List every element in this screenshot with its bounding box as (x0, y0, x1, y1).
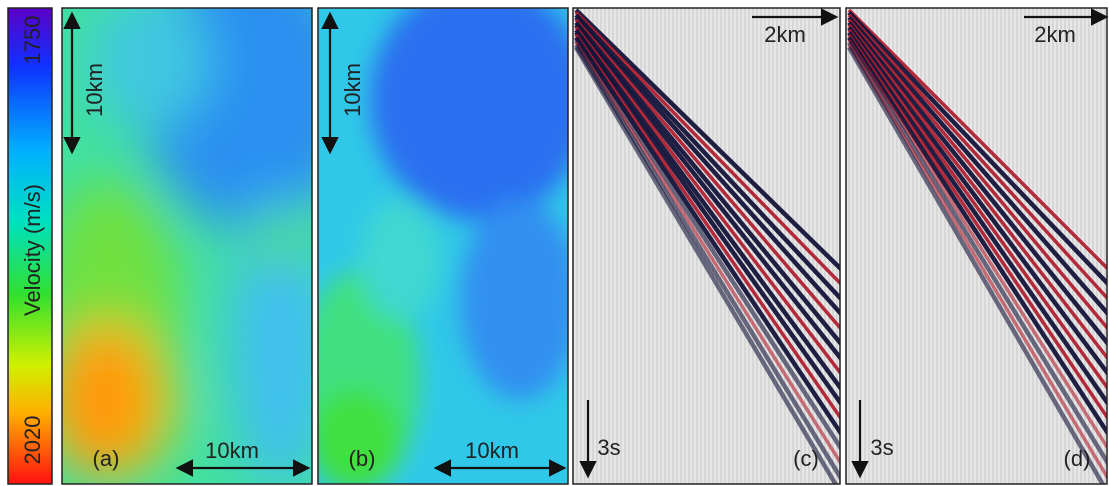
velocity-map-a (62, 8, 312, 484)
wavefront (847, 13, 1107, 301)
colorbar-bottom-label: 2020 (20, 416, 45, 465)
panel-label: (a) (93, 446, 120, 471)
wavefront (847, 41, 1107, 467)
panel-label: (c) (793, 446, 819, 471)
horizontal-scale: 2km (764, 22, 806, 47)
horizontal-scale: 10km (465, 438, 519, 463)
seismogram-d (846, 8, 1107, 484)
time-scale: 3s (870, 435, 893, 460)
wavefront (847, 39, 1107, 451)
wavefront (574, 46, 839, 484)
wavefront (574, 26, 840, 376)
wavefront (847, 46, 1106, 484)
wavefront (574, 43, 840, 482)
seismogram-c (573, 8, 840, 484)
vertical-scale: 10km (340, 63, 365, 117)
panel-label: (d) (1064, 446, 1091, 471)
wavefront (574, 11, 840, 286)
wavefront (847, 36, 1107, 437)
wavefront (574, 13, 840, 302)
horizontal-scale: 2km (1034, 22, 1076, 47)
wavefront (574, 36, 840, 437)
wavefront (847, 18, 1107, 331)
wavefront (847, 23, 1107, 361)
vertical-scale: 10km (82, 63, 107, 117)
wavefront (847, 10, 1107, 287)
wavefront (847, 16, 1107, 317)
wavefront (847, 34, 1107, 421)
wavefront (574, 8, 840, 272)
wavefront (574, 31, 840, 407)
wavefront (847, 31, 1107, 407)
wavefront (574, 28, 840, 392)
wavefront (574, 21, 840, 347)
colorbar (7, 7, 53, 485)
horizontal-scale: 10km (205, 438, 259, 463)
wavefront (847, 26, 1107, 377)
wavefront (847, 21, 1107, 347)
wavefront (574, 16, 840, 317)
wavefront (574, 23, 840, 362)
wavefront (574, 18, 840, 331)
wavefront (847, 44, 1107, 481)
colorbar-title: Velocity (m/s) (20, 184, 45, 316)
colorbar-top-label: 1750 (20, 16, 45, 65)
wavefront (574, 41, 840, 466)
wavefront (574, 38, 840, 452)
wavefront (574, 34, 840, 421)
panel-label: (b) (349, 446, 376, 471)
wavefront (847, 8, 1107, 271)
velocity-map-b (318, 8, 568, 484)
time-scale: 3s (597, 435, 620, 460)
wavefront (847, 28, 1107, 391)
